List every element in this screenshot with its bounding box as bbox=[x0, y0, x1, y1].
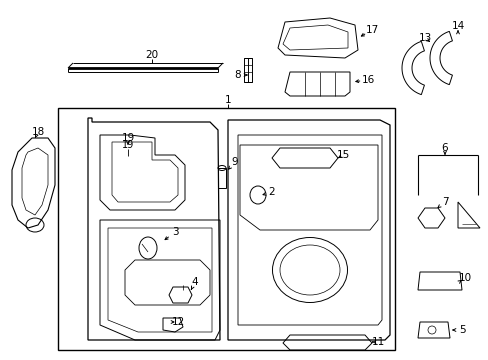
Text: 18: 18 bbox=[31, 127, 44, 137]
Text: 4: 4 bbox=[191, 277, 198, 287]
Text: 2: 2 bbox=[268, 187, 275, 197]
Text: 9: 9 bbox=[231, 157, 238, 167]
Text: 17: 17 bbox=[365, 25, 378, 35]
Text: 11: 11 bbox=[370, 337, 384, 347]
Text: 20: 20 bbox=[145, 50, 158, 60]
Text: 5: 5 bbox=[458, 325, 465, 335]
Text: 8: 8 bbox=[234, 70, 241, 80]
Text: 16: 16 bbox=[361, 75, 374, 85]
Text: 19: 19 bbox=[121, 133, 134, 143]
Text: 10: 10 bbox=[458, 273, 470, 283]
Text: 15: 15 bbox=[336, 150, 349, 160]
Text: 12: 12 bbox=[171, 317, 184, 327]
Bar bbox=[58, 108, 394, 350]
Text: 13: 13 bbox=[418, 33, 431, 43]
Text: 7: 7 bbox=[441, 197, 447, 207]
Text: 6: 6 bbox=[441, 143, 447, 153]
Text: 19: 19 bbox=[122, 140, 134, 150]
Text: 14: 14 bbox=[450, 21, 464, 31]
Text: 1: 1 bbox=[224, 95, 231, 105]
Text: 3: 3 bbox=[171, 227, 178, 237]
